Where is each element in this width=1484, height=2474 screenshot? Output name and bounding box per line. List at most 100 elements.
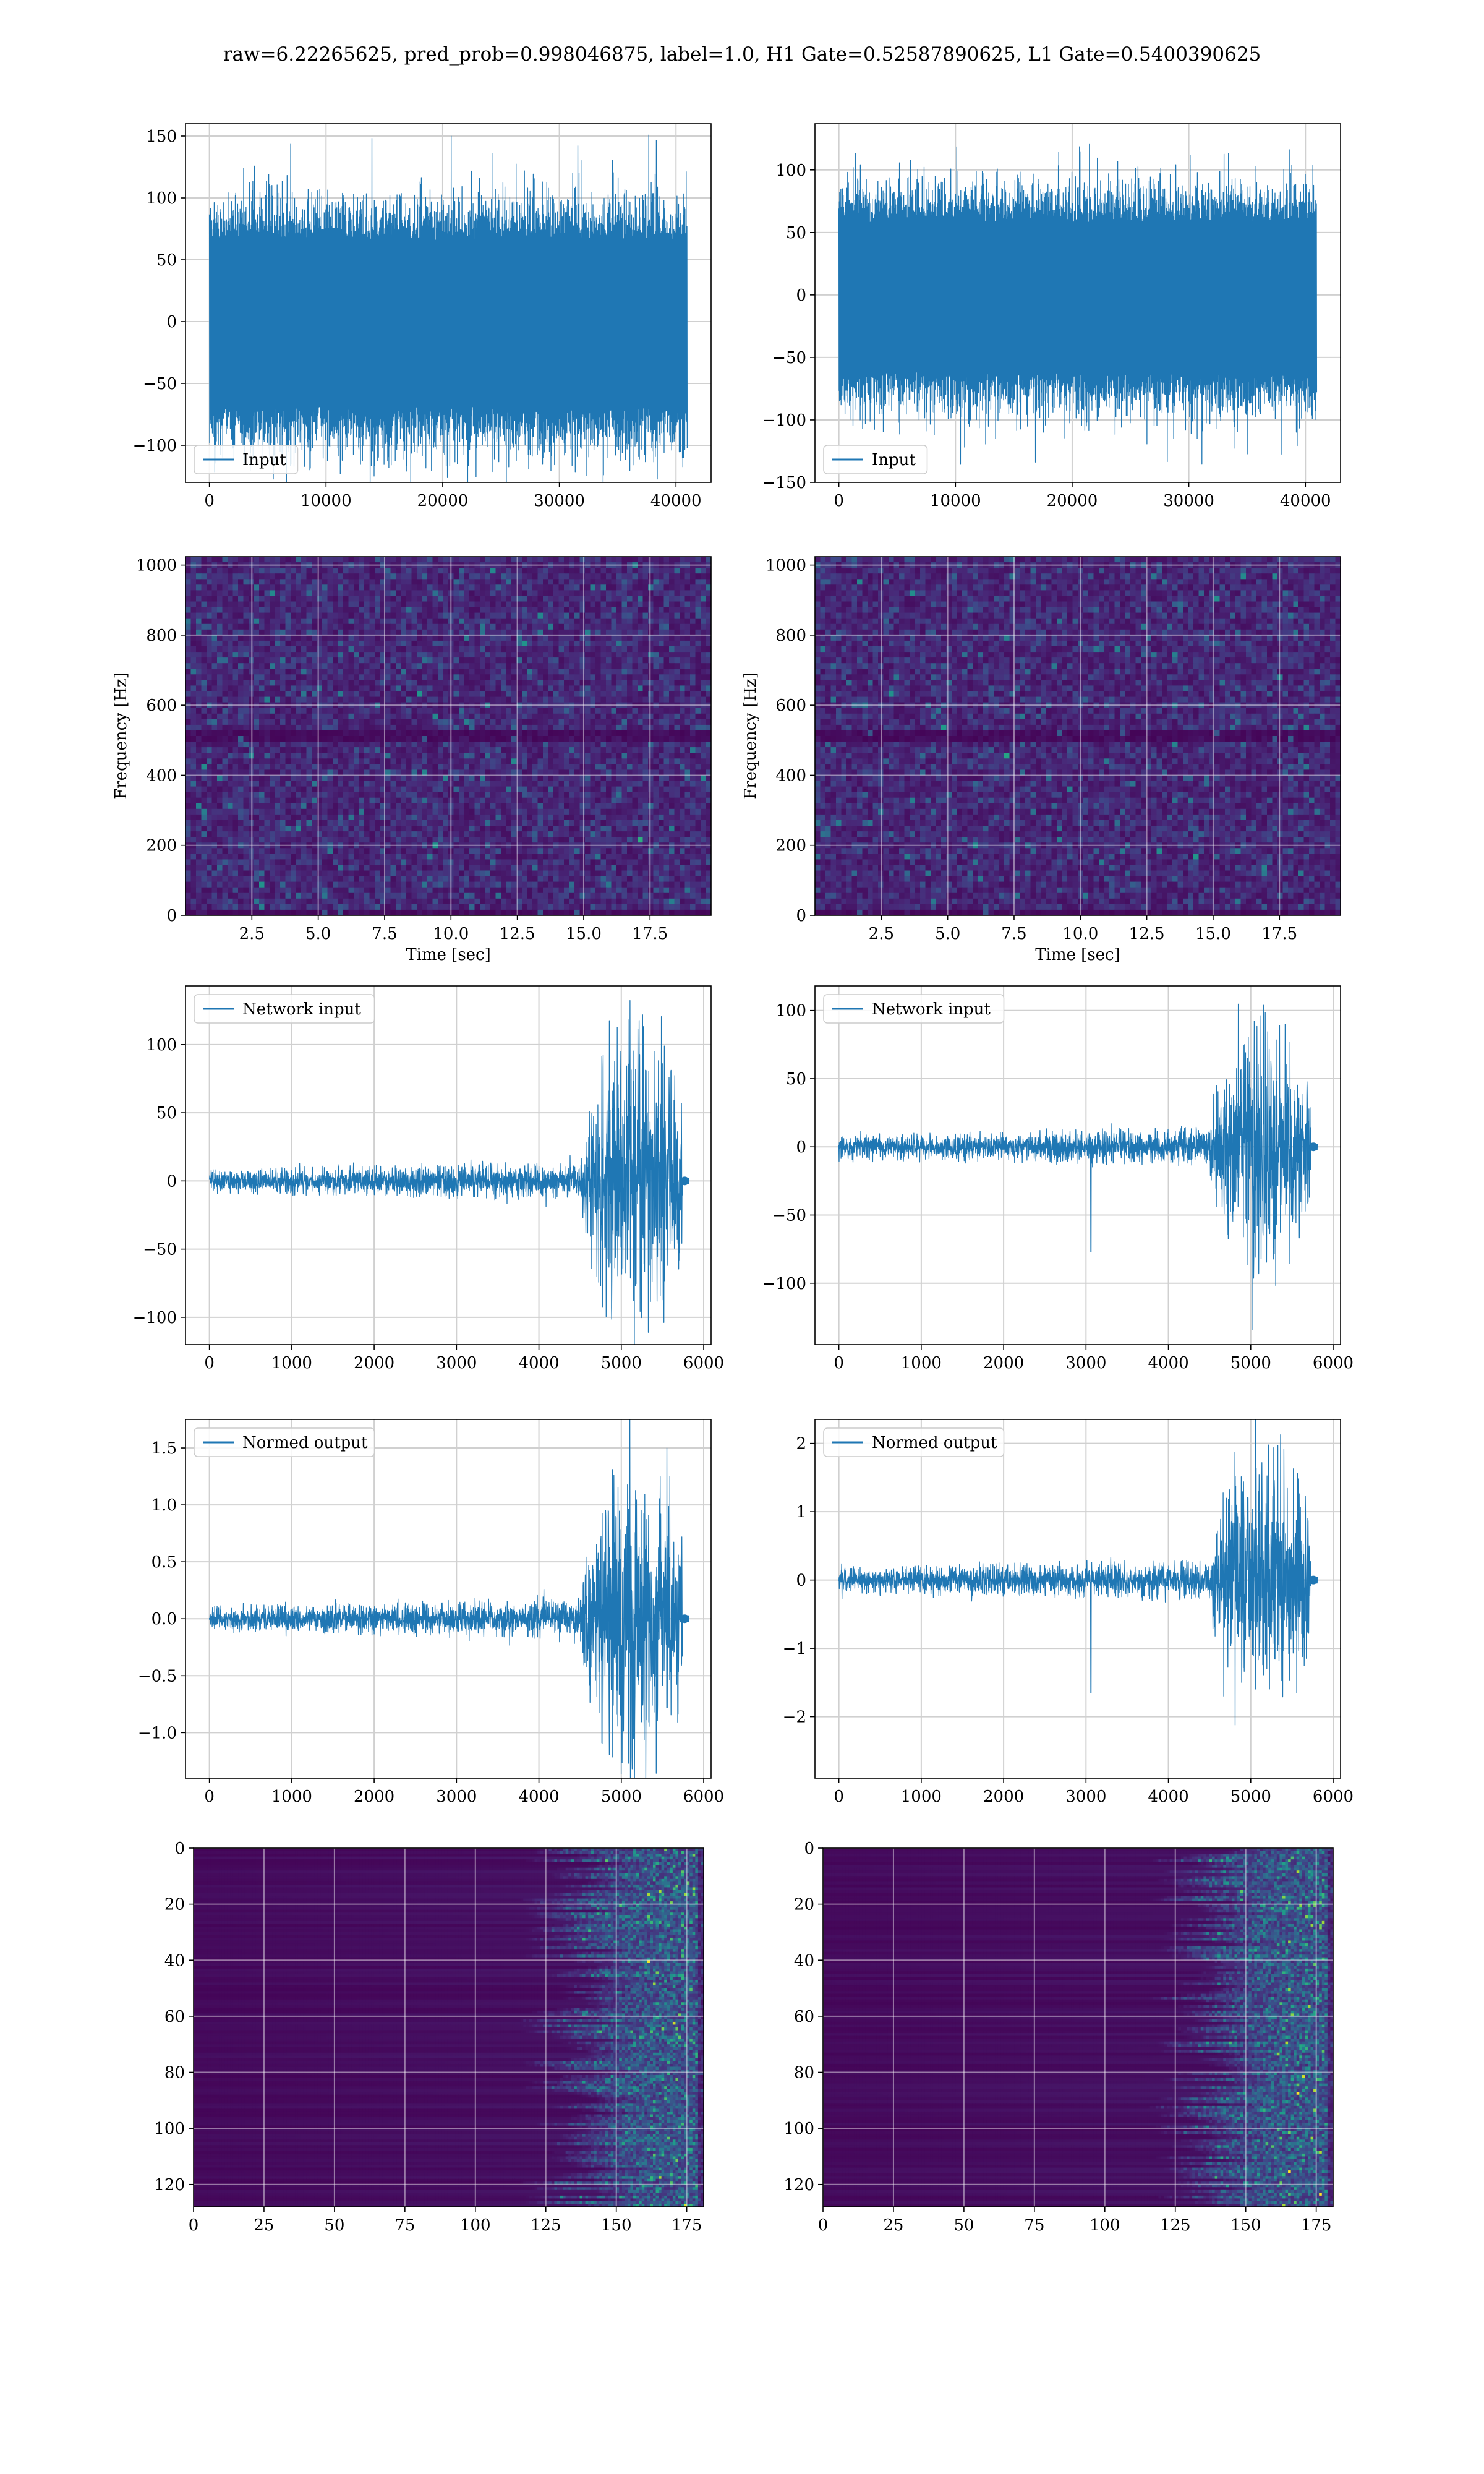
- heatmap-cell: [338, 618, 344, 625]
- heatmap-cell: [611, 601, 617, 608]
- heatmap-cell: [448, 685, 454, 692]
- heatmap-cell: [579, 730, 586, 737]
- heatmap-cell: [663, 702, 670, 709]
- heatmap-cell: [243, 820, 249, 826]
- heatmap-cell: [606, 719, 612, 726]
- heatmap-cell: [354, 792, 360, 798]
- heatmap-cell: [569, 775, 575, 782]
- heatmap-cell: [190, 584, 197, 591]
- heatmap-cell: [621, 652, 628, 658]
- heatmap-cell: [590, 747, 596, 753]
- heatmap-cell: [401, 596, 407, 602]
- heatmap-cell: [427, 724, 433, 731]
- heatmap-cell: [595, 758, 602, 764]
- heatmap-cell: [585, 708, 591, 714]
- heatmap-cell: [680, 781, 686, 787]
- heatmap-cell: [432, 708, 438, 714]
- heatmap-cell: [422, 713, 428, 720]
- heatmap-cell: [590, 601, 596, 608]
- heatmap-cell: [422, 646, 428, 653]
- heatmap-cell: [621, 724, 628, 731]
- heatmap-cell: [543, 781, 549, 787]
- heatmap-cell: [364, 573, 370, 580]
- heatmap-cell: [438, 826, 444, 832]
- heatmap-cell: [558, 669, 565, 675]
- heatmap-cell: [243, 663, 249, 669]
- heatmap-cell: [585, 629, 591, 636]
- heatmap-cell: [396, 646, 402, 653]
- heatmap-cell: [621, 730, 628, 737]
- heatmap-cell: [207, 607, 213, 614]
- heatmap-cell: [480, 769, 486, 776]
- heatmap-cell: [348, 820, 354, 826]
- heatmap-cell: [532, 742, 539, 748]
- heatmap-cell: [238, 635, 244, 641]
- heatmap-cell: [543, 753, 549, 759]
- heatmap-cell: [385, 702, 391, 709]
- heatmap-cell: [569, 568, 575, 574]
- heatmap-cell: [238, 652, 244, 658]
- heatmap-cell: [432, 657, 438, 664]
- heatmap-cell: [380, 753, 386, 759]
- heatmap-cell: [259, 674, 265, 680]
- heatmap-cell: [411, 663, 417, 669]
- heatmap-cell: [511, 736, 518, 742]
- heatmap-cell: [211, 663, 218, 669]
- heatmap-cell: [579, 724, 586, 731]
- heatmap-cell: [653, 730, 659, 737]
- heatmap-cell: [632, 769, 638, 776]
- heatmap-cell: [380, 590, 386, 597]
- heatmap-cell: [537, 702, 544, 709]
- heatmap-cell: [301, 568, 307, 574]
- heatmap-cell: [322, 724, 328, 731]
- heatmap-cell: [680, 607, 686, 614]
- heatmap-cell: [485, 601, 491, 608]
- heatmap-cell: [511, 657, 518, 664]
- heatmap-cell: [579, 753, 586, 759]
- heatmap-cell: [553, 702, 560, 709]
- heatmap-cell: [459, 786, 465, 793]
- heatmap-cell: [569, 758, 575, 764]
- heatmap-cell: [296, 820, 302, 826]
- heatmap-cell: [532, 584, 539, 591]
- heatmap-cell: [201, 607, 207, 614]
- heatmap-cell: [574, 618, 581, 625]
- heatmap-cell: [359, 680, 365, 687]
- heatmap-cell: [291, 657, 297, 664]
- heatmap-cell: [238, 702, 244, 709]
- heatmap-cell: [690, 590, 696, 597]
- heatmap-cell: [396, 775, 402, 782]
- heatmap-cell: [569, 742, 575, 748]
- heatmap-cell: [438, 747, 444, 753]
- heatmap-cell: [659, 775, 665, 782]
- heatmap-cell: [396, 669, 402, 675]
- heatmap-cell: [296, 652, 302, 658]
- heatmap-cell: [548, 719, 554, 726]
- heatmap-cell: [595, 623, 602, 630]
- heatmap-cell: [390, 826, 396, 832]
- heatmap-cell: [543, 590, 549, 597]
- heatmap-cell: [706, 635, 711, 641]
- heatmap-cell: [369, 623, 375, 630]
- heatmap-cell: [695, 742, 701, 748]
- heatmap-cell: [312, 674, 318, 680]
- heatmap-cell: [701, 596, 707, 602]
- heatmap-cell: [249, 601, 255, 608]
- heatmap-cell: [638, 786, 644, 793]
- heatmap-cell: [291, 826, 297, 832]
- heatmap-cell: [406, 573, 412, 580]
- heatmap-cell: [690, 803, 696, 810]
- heatmap-cell: [270, 713, 276, 720]
- heatmap-cell: [585, 674, 591, 680]
- heatmap-cell: [390, 674, 396, 680]
- heatmap-cell: [348, 736, 354, 742]
- heatmap-cell: [553, 685, 560, 692]
- heatmap-cell: [438, 557, 444, 563]
- heatmap-cell: [280, 797, 286, 804]
- heatmap-cell: [285, 623, 291, 630]
- heatmap-cell: [464, 724, 470, 731]
- heatmap-cell: [490, 708, 497, 714]
- heatmap-cell: [417, 713, 423, 720]
- heatmap-cell: [522, 781, 528, 787]
- heatmap-cell: [695, 584, 701, 591]
